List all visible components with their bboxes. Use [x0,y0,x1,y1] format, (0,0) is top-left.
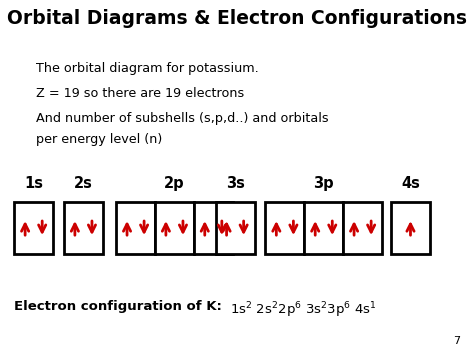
Text: 3s: 3s [226,176,245,191]
Text: 3p: 3p [313,176,334,191]
Bar [155,202,194,254]
Bar [343,202,382,254]
Text: 1s$^2$ 2s$^2$2p$^6$ 3s$^2$3p$^6$ 4s$^1$: 1s$^2$ 2s$^2$2p$^6$ 3s$^2$3p$^6$ 4s$^1$ [230,300,376,320]
Text: 7: 7 [453,336,460,346]
Bar [194,202,233,254]
Text: Orbital Diagrams & Electron Configurations: Orbital Diagrams & Electron Configuratio… [7,9,467,28]
Bar [391,202,430,254]
Text: Electron configuration of K:: Electron configuration of K: [14,300,222,313]
Bar [64,202,103,254]
Bar [304,202,343,254]
Text: per energy level (n): per energy level (n) [36,133,162,146]
Bar [265,202,304,254]
Text: The orbital diagram for potassium.: The orbital diagram for potassium. [36,62,258,75]
Text: 4s: 4s [401,176,420,191]
Text: And number of subshells (s,p,d..) and orbitals: And number of subshells (s,p,d..) and or… [36,112,328,125]
Bar [14,202,53,254]
Text: 2s: 2s [74,176,93,191]
Bar [116,202,155,254]
Text: 1s: 1s [24,176,43,191]
Text: Z = 19 so there are 19 electrons: Z = 19 so there are 19 electrons [36,87,244,100]
Text: 2p: 2p [164,176,185,191]
Bar [216,202,255,254]
